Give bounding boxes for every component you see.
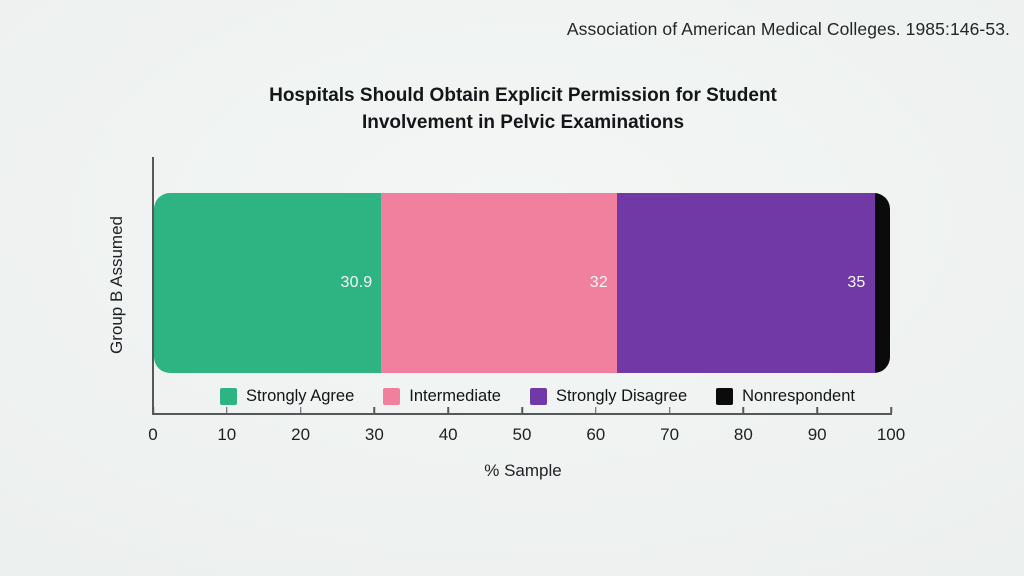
x-tick-mark	[816, 407, 818, 413]
x-tick-label: 100	[876, 425, 906, 444]
x-tick-mark	[595, 407, 597, 413]
legend-swatch-icon	[220, 387, 238, 405]
legend-item-nonrespondent: Nonrespondent	[716, 387, 855, 406]
x-tick-mark	[447, 407, 449, 413]
x-tick-label: 10	[217, 425, 237, 444]
x-tick-label: 40	[438, 425, 458, 444]
legend-label: Nonrespondent	[742, 386, 855, 405]
x-tick-mark	[299, 407, 302, 413]
bar-value-label: 30.9	[340, 274, 373, 291]
x-tick-mark	[742, 407, 745, 413]
legend-label: Intermediate	[409, 386, 501, 405]
chart-title-line-2: Involvement in Pelvic Examinations	[361, 112, 685, 133]
stacked-bar: 30.9 32 35	[154, 193, 890, 373]
bar-value-label: 32	[589, 274, 608, 291]
x-tick-label: 90	[807, 425, 827, 444]
x-axis-ticks: 0 10 20 30 40 50 60 70 80 90 100	[148, 407, 905, 452]
x-tick-mark	[521, 407, 523, 413]
bar-segment-nonrespondent	[874, 193, 890, 373]
chart-title: Hospitals Should Obtain Explicit Permiss…	[153, 82, 893, 136]
legend: Strongly Agree Intermediate Strongly Disag…	[169, 384, 906, 408]
x-tick-mark	[668, 407, 671, 413]
legend-label: Strongly Disagree	[555, 386, 688, 405]
bar-value-label: 35	[847, 274, 866, 291]
x-tick-label: 20	[291, 425, 311, 444]
bar-segment-strongly-disagree: 35	[616, 193, 875, 373]
x-tick-mark	[226, 407, 228, 413]
legend-swatch-icon	[383, 387, 401, 405]
x-tick-label: 50	[512, 425, 532, 444]
x-tick-mark	[152, 407, 154, 413]
x-tick-label: 60	[586, 425, 606, 444]
bar-segment-strongly-agree: 30.9	[154, 193, 382, 373]
chart-title-line-1: Hospitals Should Obtain Explicit Permiss…	[269, 85, 777, 106]
x-tick-mark	[890, 407, 892, 413]
y-axis-label: Group B Assumed	[107, 216, 126, 354]
legend-swatch-icon	[529, 387, 547, 405]
legend-label: Strongly Agree	[246, 386, 355, 405]
x-tick-label: 0	[148, 425, 158, 444]
legend-item-intermediate: Intermediate	[383, 387, 501, 406]
x-tick-label: 70	[660, 425, 680, 444]
x-axis-line	[152, 413, 892, 415]
citation-text: Association of American Medical Colleges…	[566, 19, 1010, 39]
legend-item-strongly-disagree: Strongly Disagree	[529, 386, 688, 406]
bar-segment-intermediate: 32	[381, 193, 617, 373]
x-tick-label: 30	[364, 425, 384, 444]
x-tick-mark	[373, 407, 376, 413]
x-tick-label: 80	[733, 425, 753, 444]
x-axis-title: % Sample	[484, 461, 562, 480]
y-axis-line	[152, 157, 154, 413]
legend-swatch-icon	[716, 387, 734, 405]
legend-item-strongly-agree: Strongly Agree	[220, 387, 354, 406]
